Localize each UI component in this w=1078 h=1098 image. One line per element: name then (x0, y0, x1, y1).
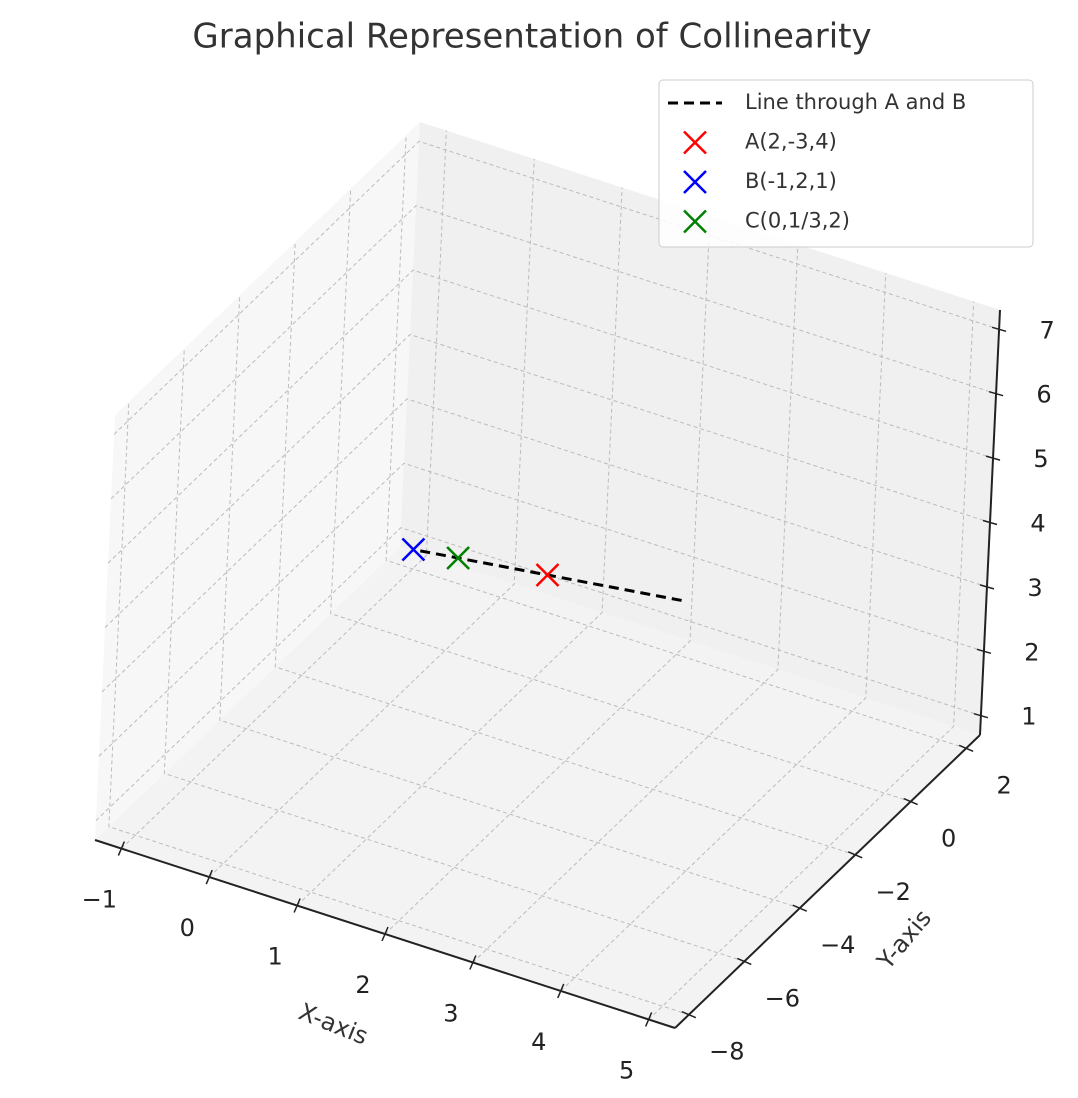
grid-line (274, 241, 856, 856)
y-tick-label: −8 (709, 1038, 744, 1066)
x-tick-label: 3 (443, 999, 458, 1027)
grid-line (104, 333, 991, 628)
x-stroke (683, 209, 707, 234)
grid-line (330, 188, 911, 803)
z-tick-label: 5 (1033, 445, 1048, 473)
grid-line (95, 527, 982, 822)
x-tick-label: 4 (531, 1028, 546, 1056)
x-tick-label: 2 (355, 971, 370, 999)
x-tick-label: −1 (82, 886, 117, 914)
z-tick-label: 4 (1030, 510, 1045, 538)
axis-line (94, 839, 676, 1029)
grid-line (296, 187, 623, 906)
x-marker (535, 563, 560, 587)
grid-line (110, 205, 997, 500)
z-tick-label: 1 (1021, 703, 1036, 731)
x-stroke (683, 170, 707, 194)
grid-line (384, 215, 711, 935)
x-marker (683, 130, 707, 155)
grid-line (219, 295, 800, 909)
y-tick-label: −6 (765, 984, 800, 1012)
y-tick-label: −2 (876, 878, 911, 906)
x-marker (446, 546, 470, 570)
z-tick-label: 6 (1036, 381, 1051, 409)
x-stroke (683, 130, 707, 155)
grid-line (121, 130, 447, 849)
x-stroke (446, 546, 470, 570)
grid-line (107, 269, 994, 564)
grid-line (648, 301, 975, 1020)
x-marker (401, 537, 426, 562)
legend-box (658, 79, 1034, 248)
y-tick-label: −4 (820, 931, 855, 959)
legend-label: A(2,-3,4) (745, 130, 837, 154)
grid-line (385, 135, 967, 749)
grid-line (98, 462, 985, 757)
x-marker (683, 170, 707, 194)
x-stroke (535, 563, 560, 587)
x-stroke (401, 537, 426, 562)
y-axis-label: Y-axis (871, 904, 937, 975)
z-tick-label: 7 (1039, 316, 1054, 344)
pane-back (400, 122, 1000, 735)
grid-line (101, 398, 988, 693)
legend-label: Line through A and B (745, 90, 966, 114)
chart-title: Graphical Representation of Collinearity (192, 17, 871, 57)
grid-line (560, 272, 887, 992)
grid-line (163, 348, 745, 962)
x-axis-label: X-axis (295, 998, 372, 1051)
y-tick-label: 2 (996, 771, 1011, 799)
z-tick-label: 3 (1027, 574, 1042, 602)
legend-label: B(-1,2,1) (745, 169, 837, 193)
grid-line (113, 140, 1000, 435)
x-tick-label: 5 (619, 1056, 634, 1084)
legend: Line through A and B A(2,-3,4) B(-1,2,1) C(… (658, 79, 1034, 248)
x-marker (683, 209, 707, 234)
y-tick-label: 0 (941, 825, 956, 853)
legend-label: C(0,1/3,2) (745, 209, 850, 233)
z-tick-label: 2 (1024, 638, 1039, 666)
grid-line (108, 401, 690, 1016)
x-tick-label: 0 (180, 914, 195, 942)
grid-line (472, 244, 799, 963)
grid-line (208, 159, 535, 878)
axis-line (674, 734, 981, 1029)
x-tick-label: 1 (267, 943, 282, 971)
axis-line (979, 309, 1001, 736)
